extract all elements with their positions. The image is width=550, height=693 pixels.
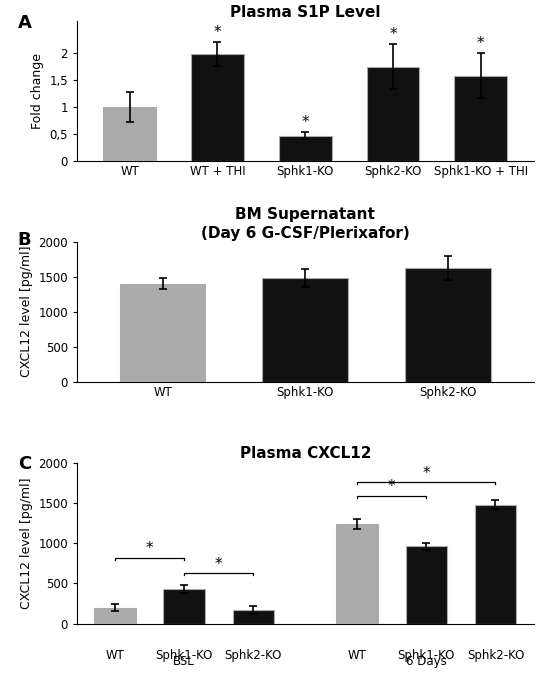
Bar (191, 54, 244, 161)
Text: *: * (388, 480, 395, 494)
Bar (454, 76, 507, 161)
Text: *: * (477, 36, 485, 51)
Y-axis label: CXCL12 level [pg/ml]: CXCL12 level [pg/ml] (20, 477, 33, 609)
Text: BSL: BSL (173, 655, 195, 668)
Text: B: B (18, 231, 31, 249)
Title: Plasma S1P Level: Plasma S1P Level (230, 5, 381, 19)
Bar (163, 589, 205, 624)
Text: *: * (389, 27, 397, 42)
Text: *: * (146, 541, 153, 556)
Bar (405, 268, 491, 382)
Bar (120, 283, 205, 382)
Bar (262, 278, 348, 382)
Text: *: * (422, 466, 430, 481)
Bar (337, 524, 378, 624)
Text: A: A (18, 14, 31, 32)
Bar (103, 107, 156, 161)
Bar (367, 67, 420, 161)
Text: 6 Days: 6 Days (406, 655, 447, 668)
Title: Plasma CXCL12: Plasma CXCL12 (239, 446, 371, 462)
Bar (475, 505, 516, 624)
Bar (94, 608, 136, 624)
Text: *: * (213, 25, 221, 40)
Bar (279, 136, 332, 161)
Bar (233, 610, 274, 624)
Bar (405, 546, 447, 624)
Y-axis label: Fold change: Fold change (31, 53, 44, 129)
Title: BM Supernatant
(Day 6 G-CSF/Plerixafor): BM Supernatant (Day 6 G-CSF/Plerixafor) (201, 207, 410, 240)
Text: C: C (18, 455, 31, 473)
Y-axis label: CXCL12 level [pg/ml]: CXCL12 level [pg/ml] (20, 246, 33, 378)
Text: *: * (301, 114, 309, 130)
Text: *: * (215, 556, 223, 572)
